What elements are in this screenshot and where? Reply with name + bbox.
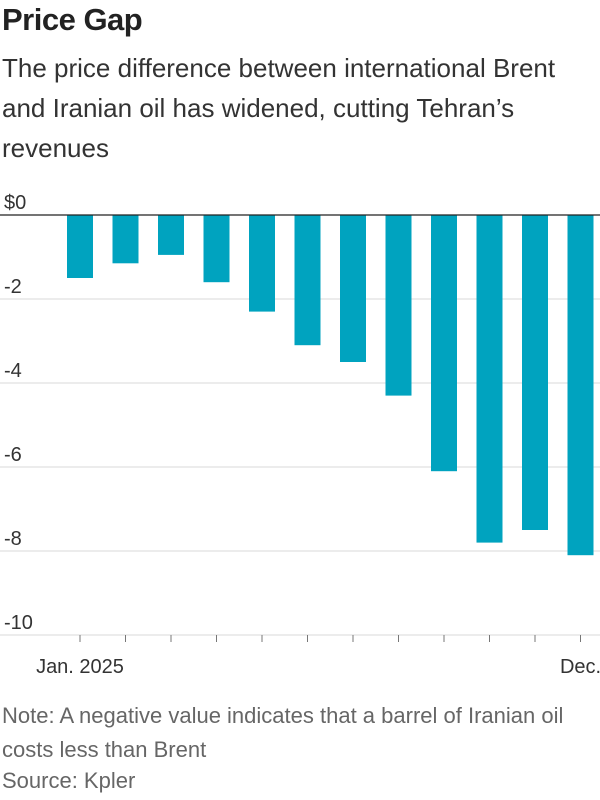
y-tick-label: $0 — [4, 192, 26, 214]
bar-feb — [112, 215, 139, 264]
bar-may — [249, 215, 275, 312]
y-tick-label: -10 — [4, 612, 33, 634]
bar-nov — [522, 215, 548, 530]
chart-subtitle: The price difference between internation… — [2, 53, 556, 163]
y-tick-label: -6 — [4, 444, 22, 466]
bar-sep — [431, 215, 457, 472]
x-tick-label: Dec. — [560, 656, 600, 678]
bar-jan — [67, 215, 93, 278]
y-tick-label: -8 — [4, 528, 22, 550]
x-tick-label: Jan. 2025 — [36, 656, 124, 678]
y-tick-label: -4 — [4, 360, 22, 382]
chart-title: Price Gap — [2, 2, 143, 37]
bar-oct — [476, 215, 503, 543]
bar-apr — [203, 215, 230, 283]
bar-jul — [340, 215, 366, 362]
y-tick-label: -2 — [4, 276, 22, 298]
bar-jun — [294, 215, 321, 346]
chart-note: Note: A negative value indicates that a … — [2, 703, 564, 762]
bar-aug — [385, 215, 412, 396]
bar-dec — [567, 215, 594, 556]
chart-source: Source: Kpler — [2, 768, 136, 793]
bar-mar — [158, 215, 184, 255]
